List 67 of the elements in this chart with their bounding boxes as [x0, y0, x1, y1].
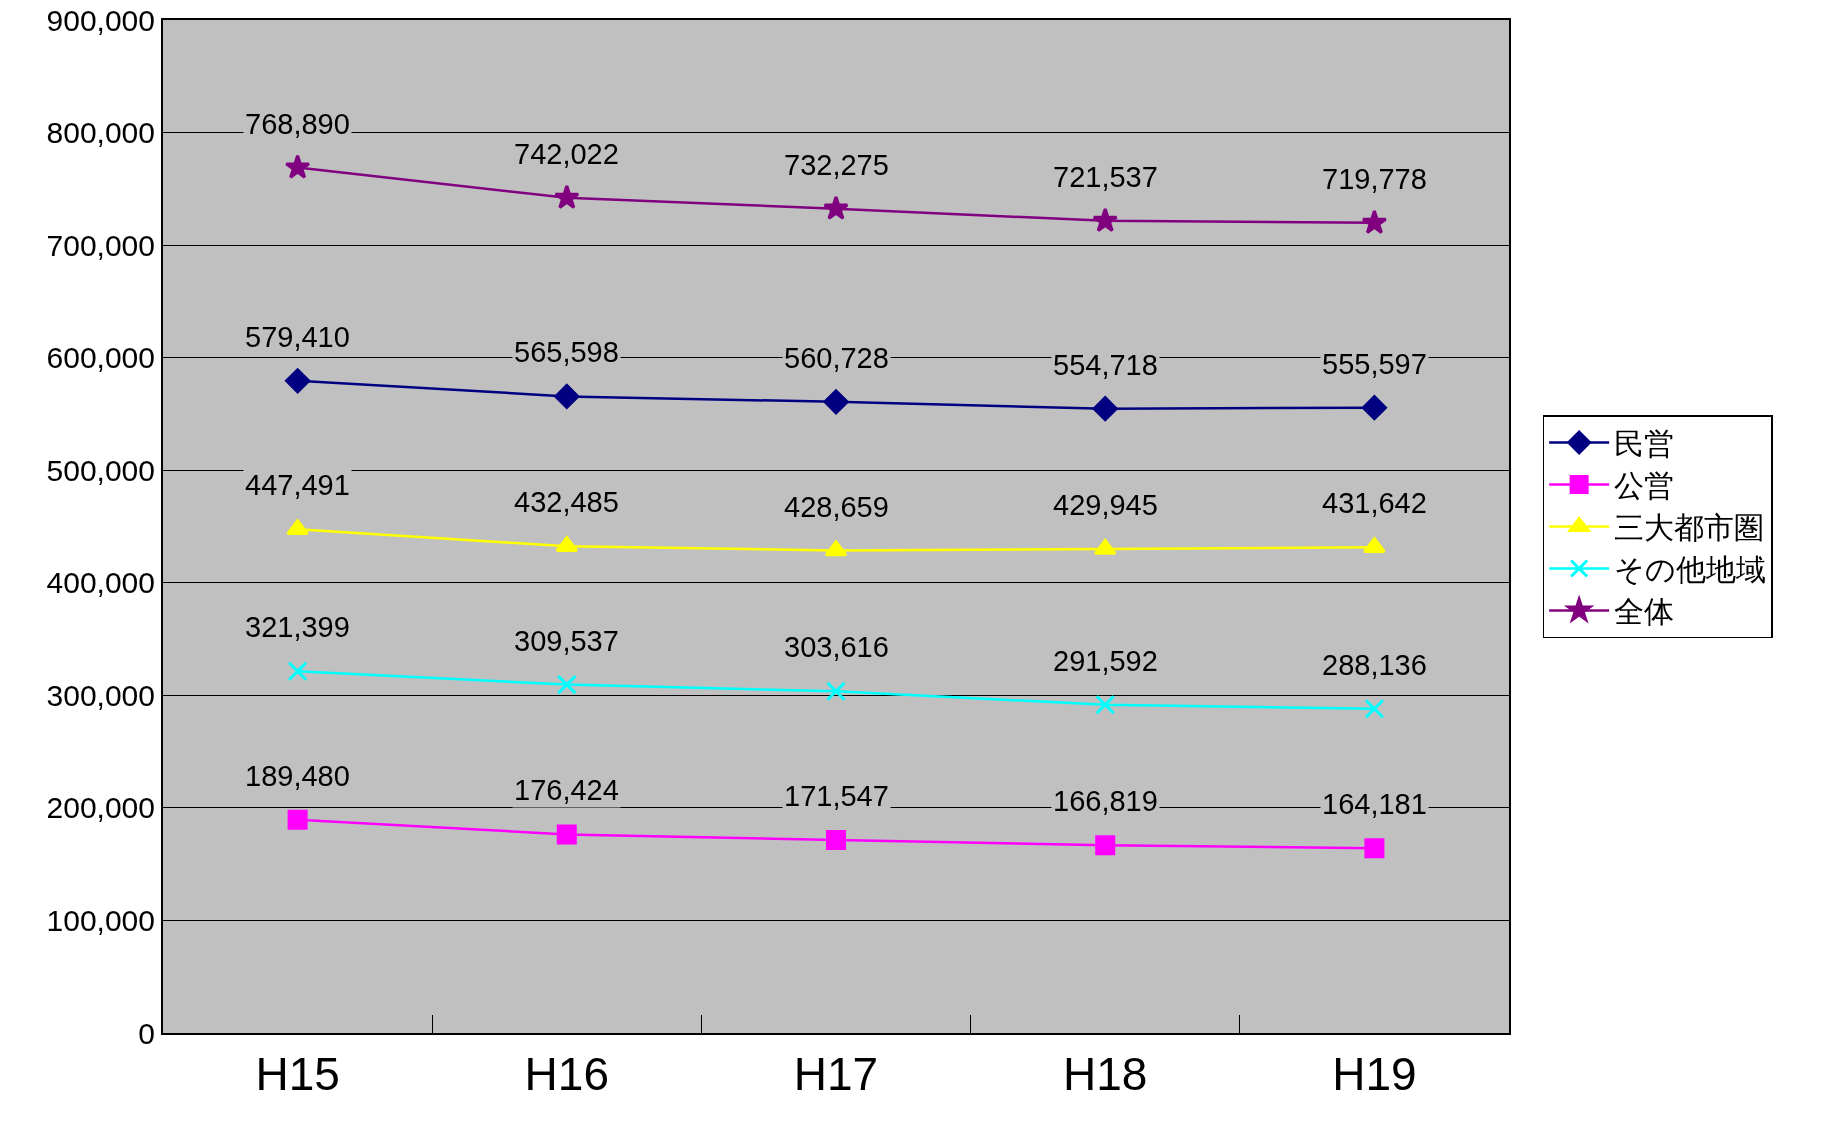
- y-tick-label: 700,000: [46, 228, 155, 262]
- point: [1092, 207, 1119, 232]
- point: [823, 195, 849, 220]
- point: [287, 661, 308, 682]
- data-label: 166,819: [1053, 785, 1158, 817]
- data-label: 176,424: [514, 774, 619, 806]
- point: [1361, 209, 1388, 234]
- data-label: 303,616: [784, 631, 889, 663]
- y-tick-label: 600,000: [46, 341, 155, 375]
- y-tick-label: 300,000: [46, 678, 155, 712]
- data-label: 555,597: [1322, 348, 1427, 380]
- y-tick-label: 0: [138, 1016, 155, 1050]
- data-label: 309,537: [514, 625, 619, 657]
- point: [1361, 395, 1387, 421]
- x-tick-label: H17: [793, 1048, 879, 1101]
- y-tick-label: 100,000: [46, 903, 155, 937]
- data-label: 321,399: [245, 611, 350, 643]
- data-label: 291,592: [1053, 645, 1158, 677]
- point: [554, 383, 580, 409]
- point: [556, 824, 577, 845]
- data-label: 732,275: [784, 149, 889, 181]
- x-tick-label: H19: [1332, 1048, 1417, 1101]
- x-tick-label: H18: [1063, 1048, 1148, 1101]
- legend-label: 民営: [1614, 427, 1675, 461]
- point: [826, 681, 846, 702]
- y-tick-label: 800,000: [46, 116, 155, 150]
- data-label: 742,022: [514, 138, 619, 170]
- y-tick-label: 500,000: [46, 453, 155, 487]
- data-label: 565,598: [514, 336, 619, 368]
- data-label: 721,537: [1053, 161, 1158, 193]
- point: [553, 184, 580, 209]
- data-label: 189,480: [245, 760, 350, 792]
- point: [1095, 694, 1116, 715]
- point: [285, 368, 311, 394]
- point: [1364, 698, 1385, 719]
- point: [824, 540, 848, 557]
- data-label: 428,659: [784, 491, 889, 523]
- data-label: 719,778: [1322, 163, 1427, 195]
- y-tick-label: 200,000: [46, 791, 155, 825]
- point: [284, 154, 311, 179]
- y-tick-label: 400,000: [46, 566, 155, 600]
- legend-label: 公営: [1614, 469, 1675, 503]
- data-label: 431,642: [1322, 487, 1427, 519]
- point: [826, 829, 846, 850]
- data-label: 554,718: [1053, 349, 1158, 381]
- legend-label: その他地域: [1614, 553, 1767, 587]
- point: [1092, 396, 1118, 422]
- x-tick-label: H15: [255, 1048, 340, 1101]
- data-label: 429,945: [1053, 489, 1158, 521]
- point: [1364, 838, 1385, 859]
- y-tick-label: 900,000: [46, 3, 155, 37]
- data-label: 288,136: [1322, 649, 1427, 681]
- point: [823, 389, 849, 415]
- data-label: 432,485: [514, 486, 619, 518]
- data-label: 768,890: [245, 108, 350, 140]
- data-label: 579,410: [245, 321, 350, 353]
- data-label: 447,491: [245, 469, 350, 501]
- point: [287, 809, 308, 830]
- legend-label: 全体: [1614, 595, 1675, 629]
- data-label: 164,181: [1322, 788, 1427, 820]
- data-label: 171,547: [784, 780, 889, 812]
- point: [556, 674, 577, 695]
- data-label: 560,728: [784, 342, 889, 374]
- point: [1095, 835, 1116, 856]
- x-tick-label: H16: [524, 1048, 609, 1101]
- point: [286, 519, 309, 536]
- legend-label: 三大都市圏: [1614, 511, 1765, 545]
